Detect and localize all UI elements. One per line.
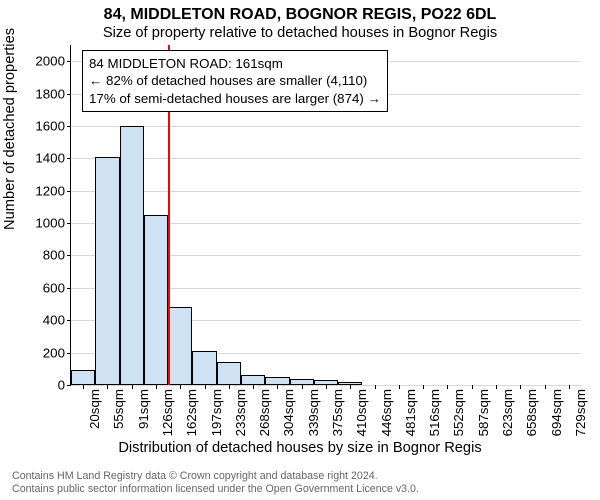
x-tick xyxy=(350,385,351,389)
x-tick-label: 410sqm xyxy=(354,389,369,436)
x-tick-label: 20sqm xyxy=(87,389,102,429)
y-tick-label: 400 xyxy=(43,313,71,328)
gridline xyxy=(71,126,581,127)
x-tick xyxy=(302,385,303,389)
bar xyxy=(120,126,144,385)
x-tick-label: 55sqm xyxy=(111,389,126,429)
chart-title: 84, MIDDLETON ROAD, BOGNOR REGIS, PO22 6… xyxy=(0,6,600,24)
x-tick xyxy=(326,385,327,389)
x-tick-label: 729sqm xyxy=(573,389,588,436)
chart-subtitle: Size of property relative to detached ho… xyxy=(0,25,600,41)
x-tick-label: 304sqm xyxy=(281,389,296,436)
x-tick-label: 339sqm xyxy=(306,389,321,436)
bar xyxy=(241,375,265,385)
bar xyxy=(95,157,119,385)
x-tick xyxy=(447,385,448,389)
y-tick-label: 200 xyxy=(43,345,71,360)
y-tick-label: 1000 xyxy=(35,216,71,231)
annotation-line: ← 82% of detached houses are smaller (4,… xyxy=(89,72,381,89)
bar xyxy=(217,362,241,385)
x-tick xyxy=(83,385,84,389)
footer-attribution: Contains HM Land Registry data © Crown c… xyxy=(12,470,419,496)
x-tick xyxy=(180,385,181,389)
x-tick xyxy=(520,385,521,389)
x-tick-label: 91sqm xyxy=(136,389,151,429)
gridline xyxy=(71,158,581,159)
annotation-box: 84 MIDDLETON ROAD: 161sqm← 82% of detach… xyxy=(82,50,388,112)
y-tick-label: 1200 xyxy=(35,183,71,198)
x-tick xyxy=(569,385,570,389)
x-tick-label: 268sqm xyxy=(257,389,272,436)
x-tick xyxy=(205,385,206,389)
y-tick-label: 2000 xyxy=(35,54,71,69)
annotation-line: 84 MIDDLETON ROAD: 161sqm xyxy=(89,55,381,72)
x-tick-label: 375sqm xyxy=(330,389,345,436)
x-tick-label: 587sqm xyxy=(476,389,491,436)
x-tick-label: 552sqm xyxy=(451,389,466,436)
x-tick xyxy=(156,385,157,389)
x-tick xyxy=(132,385,133,389)
x-tick-label: 162sqm xyxy=(184,389,199,436)
gridline xyxy=(71,191,581,192)
x-tick-label: 233sqm xyxy=(233,389,248,436)
y-axis-label: Number of detached properties xyxy=(2,28,18,230)
x-tick xyxy=(399,385,400,389)
x-tick xyxy=(375,385,376,389)
x-tick xyxy=(107,385,108,389)
x-tick-label: 197sqm xyxy=(209,389,224,436)
x-tick xyxy=(229,385,230,389)
footer-line: Contains public sector information licen… xyxy=(12,483,419,496)
x-tick xyxy=(496,385,497,389)
x-tick xyxy=(545,385,546,389)
footer-line: Contains HM Land Registry data © Crown c… xyxy=(12,470,419,483)
x-tick-label: 481sqm xyxy=(403,389,418,436)
annotation-line: 17% of semi-detached houses are larger (… xyxy=(89,90,381,107)
x-tick-label: 694sqm xyxy=(549,389,564,436)
x-tick xyxy=(423,385,424,389)
x-tick-label: 516sqm xyxy=(427,389,442,436)
y-tick-label: 1400 xyxy=(35,151,71,166)
y-tick-label: 600 xyxy=(43,280,71,295)
x-tick xyxy=(277,385,278,389)
x-tick-label: 658sqm xyxy=(524,389,539,436)
bar xyxy=(192,351,216,385)
x-tick-label: 126sqm xyxy=(160,389,175,436)
bar xyxy=(265,377,289,385)
y-tick-label: 0 xyxy=(58,378,71,393)
x-tick-label: 623sqm xyxy=(500,389,515,436)
y-tick-label: 800 xyxy=(43,248,71,263)
bar xyxy=(168,307,192,385)
x-tick xyxy=(253,385,254,389)
y-tick-label: 1800 xyxy=(35,86,71,101)
x-axis-label: Distribution of detached houses by size … xyxy=(0,440,600,456)
y-tick-label: 1600 xyxy=(35,118,71,133)
x-tick-label: 446sqm xyxy=(379,389,394,436)
bar xyxy=(144,215,168,385)
x-tick xyxy=(472,385,473,389)
bar xyxy=(71,370,95,385)
